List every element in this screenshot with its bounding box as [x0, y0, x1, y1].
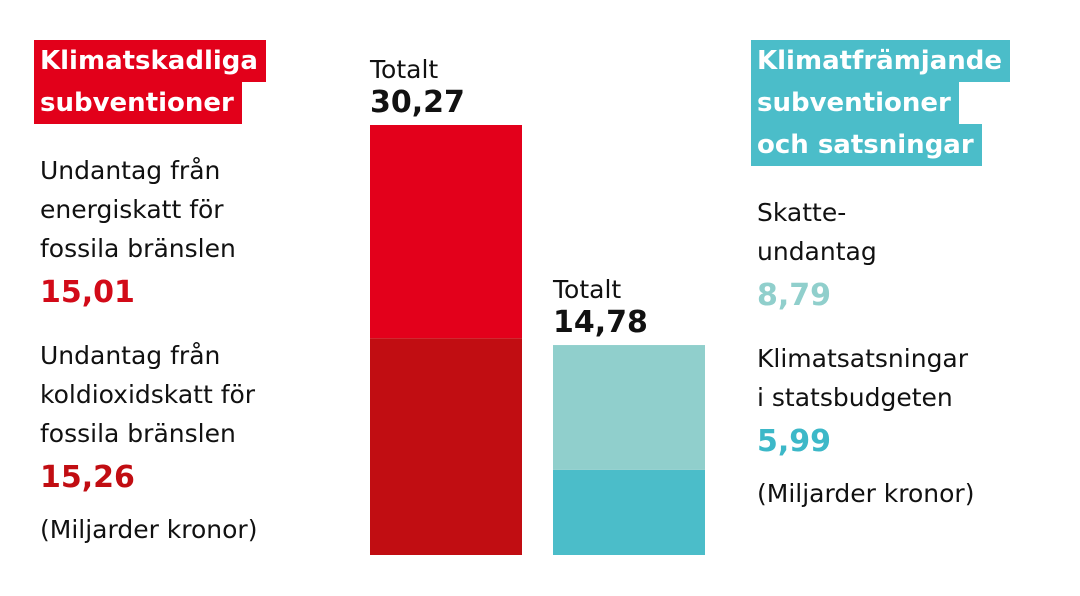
total-value: 14,78: [553, 305, 648, 341]
total-label: Totalt: [553, 275, 622, 305]
series-name: i statsbudgeten: [757, 383, 953, 412]
bar-segment: [553, 469, 705, 555]
series-name: Undantag från: [40, 341, 221, 370]
series-block: Skatte-undantag 8,79: [757, 193, 1010, 321]
value-label: 15,01: [40, 275, 135, 310]
value-label: 8,79: [757, 278, 832, 313]
series-name: fossila bränslen: [40, 419, 236, 448]
series-name: undantag: [757, 237, 877, 266]
series-name: energiskatt för: [40, 195, 224, 224]
total-value: 30,27: [370, 85, 465, 120]
value-label: 5,99: [757, 424, 832, 459]
series-name: Klimatsatsningar: [757, 344, 969, 373]
total-label: Totalt: [370, 55, 439, 84]
heading: och satsningar: [751, 124, 982, 166]
heading: Klimatfrämjande: [751, 40, 1011, 82]
series-name: Skatte-: [757, 198, 847, 227]
unit-note: (Miljarder kronor): [757, 479, 975, 508]
series-name: fossila bränslen: [40, 234, 236, 263]
heading: subventioner: [751, 82, 959, 124]
value-label: 15,26: [40, 460, 135, 495]
series-name: koldioxidskatt för: [40, 380, 256, 409]
text-column: Klimatskadliga subventioner Undantag från e…: [34, 40, 266, 549]
bar-segment: [370, 338, 522, 555]
bar-segment: [370, 125, 522, 339]
text-column: Klimatfrämjande subventioner och satsninga…: [751, 40, 1011, 513]
series-name: Undantag från: [40, 156, 221, 185]
unit-note: (Miljarder kronor): [40, 515, 258, 544]
series-block: Undantag från koldioxidskatt för fossila b…: [40, 336, 266, 503]
heading: subventioner: [34, 82, 242, 124]
series-block: Undantag från energiskatt för fossila brän…: [40, 151, 266, 318]
heading: Klimatskadliga: [34, 40, 266, 82]
bar-segment: [553, 345, 705, 470]
series-block: Klimatsatsningar i statsbudgeten 5,99: [757, 339, 1010, 467]
